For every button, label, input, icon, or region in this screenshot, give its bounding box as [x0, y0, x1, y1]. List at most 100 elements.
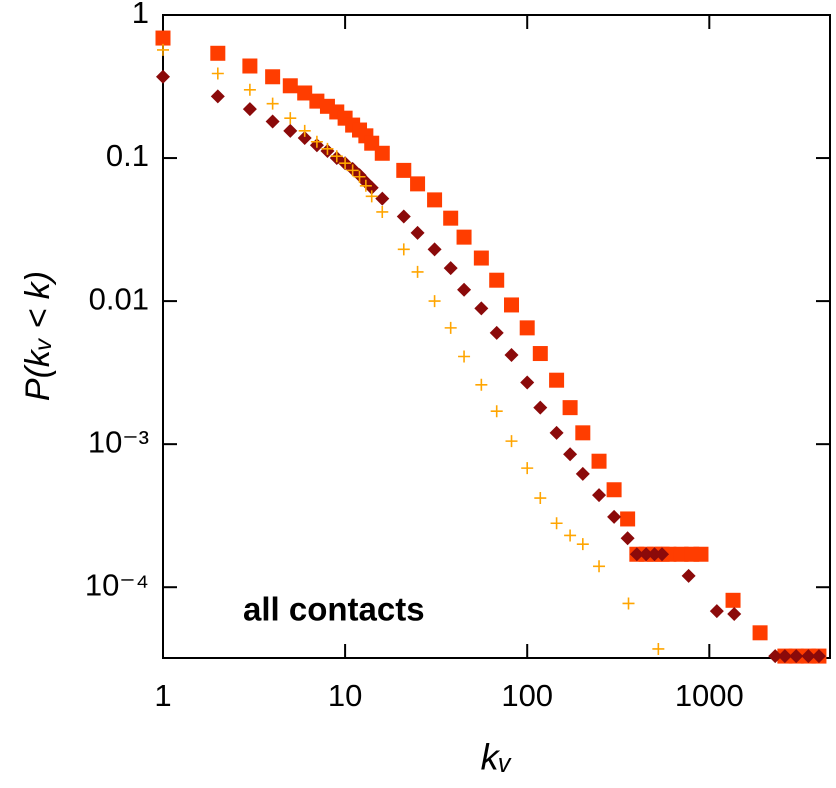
- diamond-point: [396, 209, 411, 224]
- square-point: [562, 400, 578, 416]
- square-point: [410, 176, 426, 192]
- diamond-point: [375, 191, 390, 206]
- square-point: [725, 592, 741, 608]
- square-point: [155, 30, 171, 46]
- plus-point: [346, 164, 359, 177]
- plus-point: [652, 642, 665, 655]
- plus-point: [593, 560, 606, 573]
- diamond-point: [639, 547, 654, 562]
- square-point: [456, 229, 472, 245]
- square-point: [282, 78, 298, 94]
- square-point: [549, 372, 565, 388]
- plus-point: [521, 462, 534, 475]
- plus-point: [284, 112, 297, 125]
- plus-point: [411, 265, 424, 278]
- plus-point: [564, 529, 577, 542]
- plus-point: [298, 124, 311, 137]
- y-tick-label: 0.01: [89, 281, 149, 316]
- plus-point: [475, 378, 488, 391]
- diamond-point: [242, 102, 257, 117]
- diamond-point: [427, 242, 442, 257]
- square-point: [265, 69, 281, 85]
- plus-point: [576, 538, 589, 551]
- x-tick-label: 10: [328, 678, 362, 713]
- plus-point: [339, 157, 352, 170]
- diamond-point: [504, 348, 519, 363]
- diamond-point: [620, 531, 635, 546]
- plus-point: [534, 492, 547, 505]
- square-point: [591, 453, 607, 469]
- x-tick-label: 1000: [675, 678, 744, 713]
- plus-point: [211, 67, 224, 80]
- square-point: [693, 546, 709, 562]
- x-axis-label: kᵥ: [481, 737, 512, 778]
- diamond-point: [811, 649, 826, 664]
- square-point: [396, 162, 412, 178]
- plus-point: [330, 150, 343, 163]
- diamond-point: [681, 568, 696, 583]
- y-tick-label: 0.1: [106, 138, 149, 173]
- diamond-point: [709, 604, 724, 619]
- diamond-point: [443, 261, 458, 276]
- y-tick-label: 10⁻³: [88, 424, 149, 459]
- square-point: [443, 210, 459, 226]
- diamond-point: [647, 547, 662, 562]
- plus-point: [353, 170, 366, 183]
- square-point: [297, 85, 313, 101]
- square-point: [504, 297, 520, 313]
- plus-point: [243, 83, 256, 96]
- plus-point: [266, 97, 279, 110]
- plus-point: [310, 135, 323, 148]
- diamond-point: [489, 325, 504, 340]
- diamond-point: [629, 547, 644, 562]
- diamond-point: [210, 89, 225, 104]
- plus-point: [376, 205, 389, 218]
- diamond-point: [156, 69, 170, 84]
- diamond-point: [520, 375, 535, 390]
- plus-point: [444, 321, 457, 334]
- diamond-point: [283, 123, 298, 138]
- diamond-point: [727, 606, 742, 621]
- plus-point: [397, 243, 410, 256]
- square-point: [374, 145, 390, 161]
- plus-point: [365, 190, 378, 203]
- plus-point: [321, 142, 334, 155]
- diamond-point: [265, 114, 280, 129]
- diamond-point: [533, 400, 548, 415]
- x-tick-label: 100: [501, 678, 553, 713]
- diamond-point: [364, 180, 379, 195]
- diamond-point: [801, 649, 816, 664]
- y-tick-label: 10⁻⁴: [85, 567, 149, 602]
- square-point: [620, 511, 636, 527]
- diamond-point: [297, 131, 312, 146]
- square-point: [752, 625, 768, 641]
- diamond-point: [410, 225, 425, 240]
- square-point: [532, 346, 548, 362]
- diamond-point: [607, 509, 622, 524]
- square-point: [489, 272, 505, 288]
- plus-point: [505, 435, 518, 448]
- square-point: [606, 482, 622, 498]
- diamond-point: [592, 488, 607, 503]
- annotation: all contacts: [243, 591, 425, 628]
- diamond-point: [768, 649, 783, 664]
- diamond-point: [575, 466, 590, 481]
- plus-point: [359, 179, 372, 192]
- square-point: [427, 192, 443, 208]
- square-point: [242, 58, 258, 74]
- plus-point: [550, 517, 563, 530]
- diamond-point: [655, 547, 670, 562]
- square-point: [519, 320, 535, 336]
- diamond-point: [457, 282, 472, 297]
- y-axis-label: P(kᵥ < k): [19, 271, 57, 401]
- square-point: [575, 425, 591, 441]
- plus-point: [622, 597, 635, 610]
- diamond-point: [563, 447, 578, 462]
- plus-point: [458, 350, 471, 363]
- square-point: [473, 250, 489, 266]
- plus-point: [490, 405, 503, 418]
- square-point: [210, 45, 226, 61]
- diamond-point: [789, 649, 804, 664]
- x-tick-label: 1: [154, 678, 171, 713]
